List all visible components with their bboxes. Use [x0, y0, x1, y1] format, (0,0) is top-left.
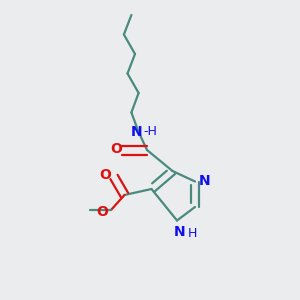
Text: O: O: [110, 142, 122, 156]
Text: -H: -H: [144, 125, 158, 138]
Text: O: O: [97, 205, 109, 218]
Text: H: H: [187, 226, 197, 240]
Text: O: O: [100, 168, 112, 182]
Text: N: N: [174, 226, 186, 239]
Text: N: N: [199, 174, 210, 188]
Text: N: N: [130, 125, 142, 139]
